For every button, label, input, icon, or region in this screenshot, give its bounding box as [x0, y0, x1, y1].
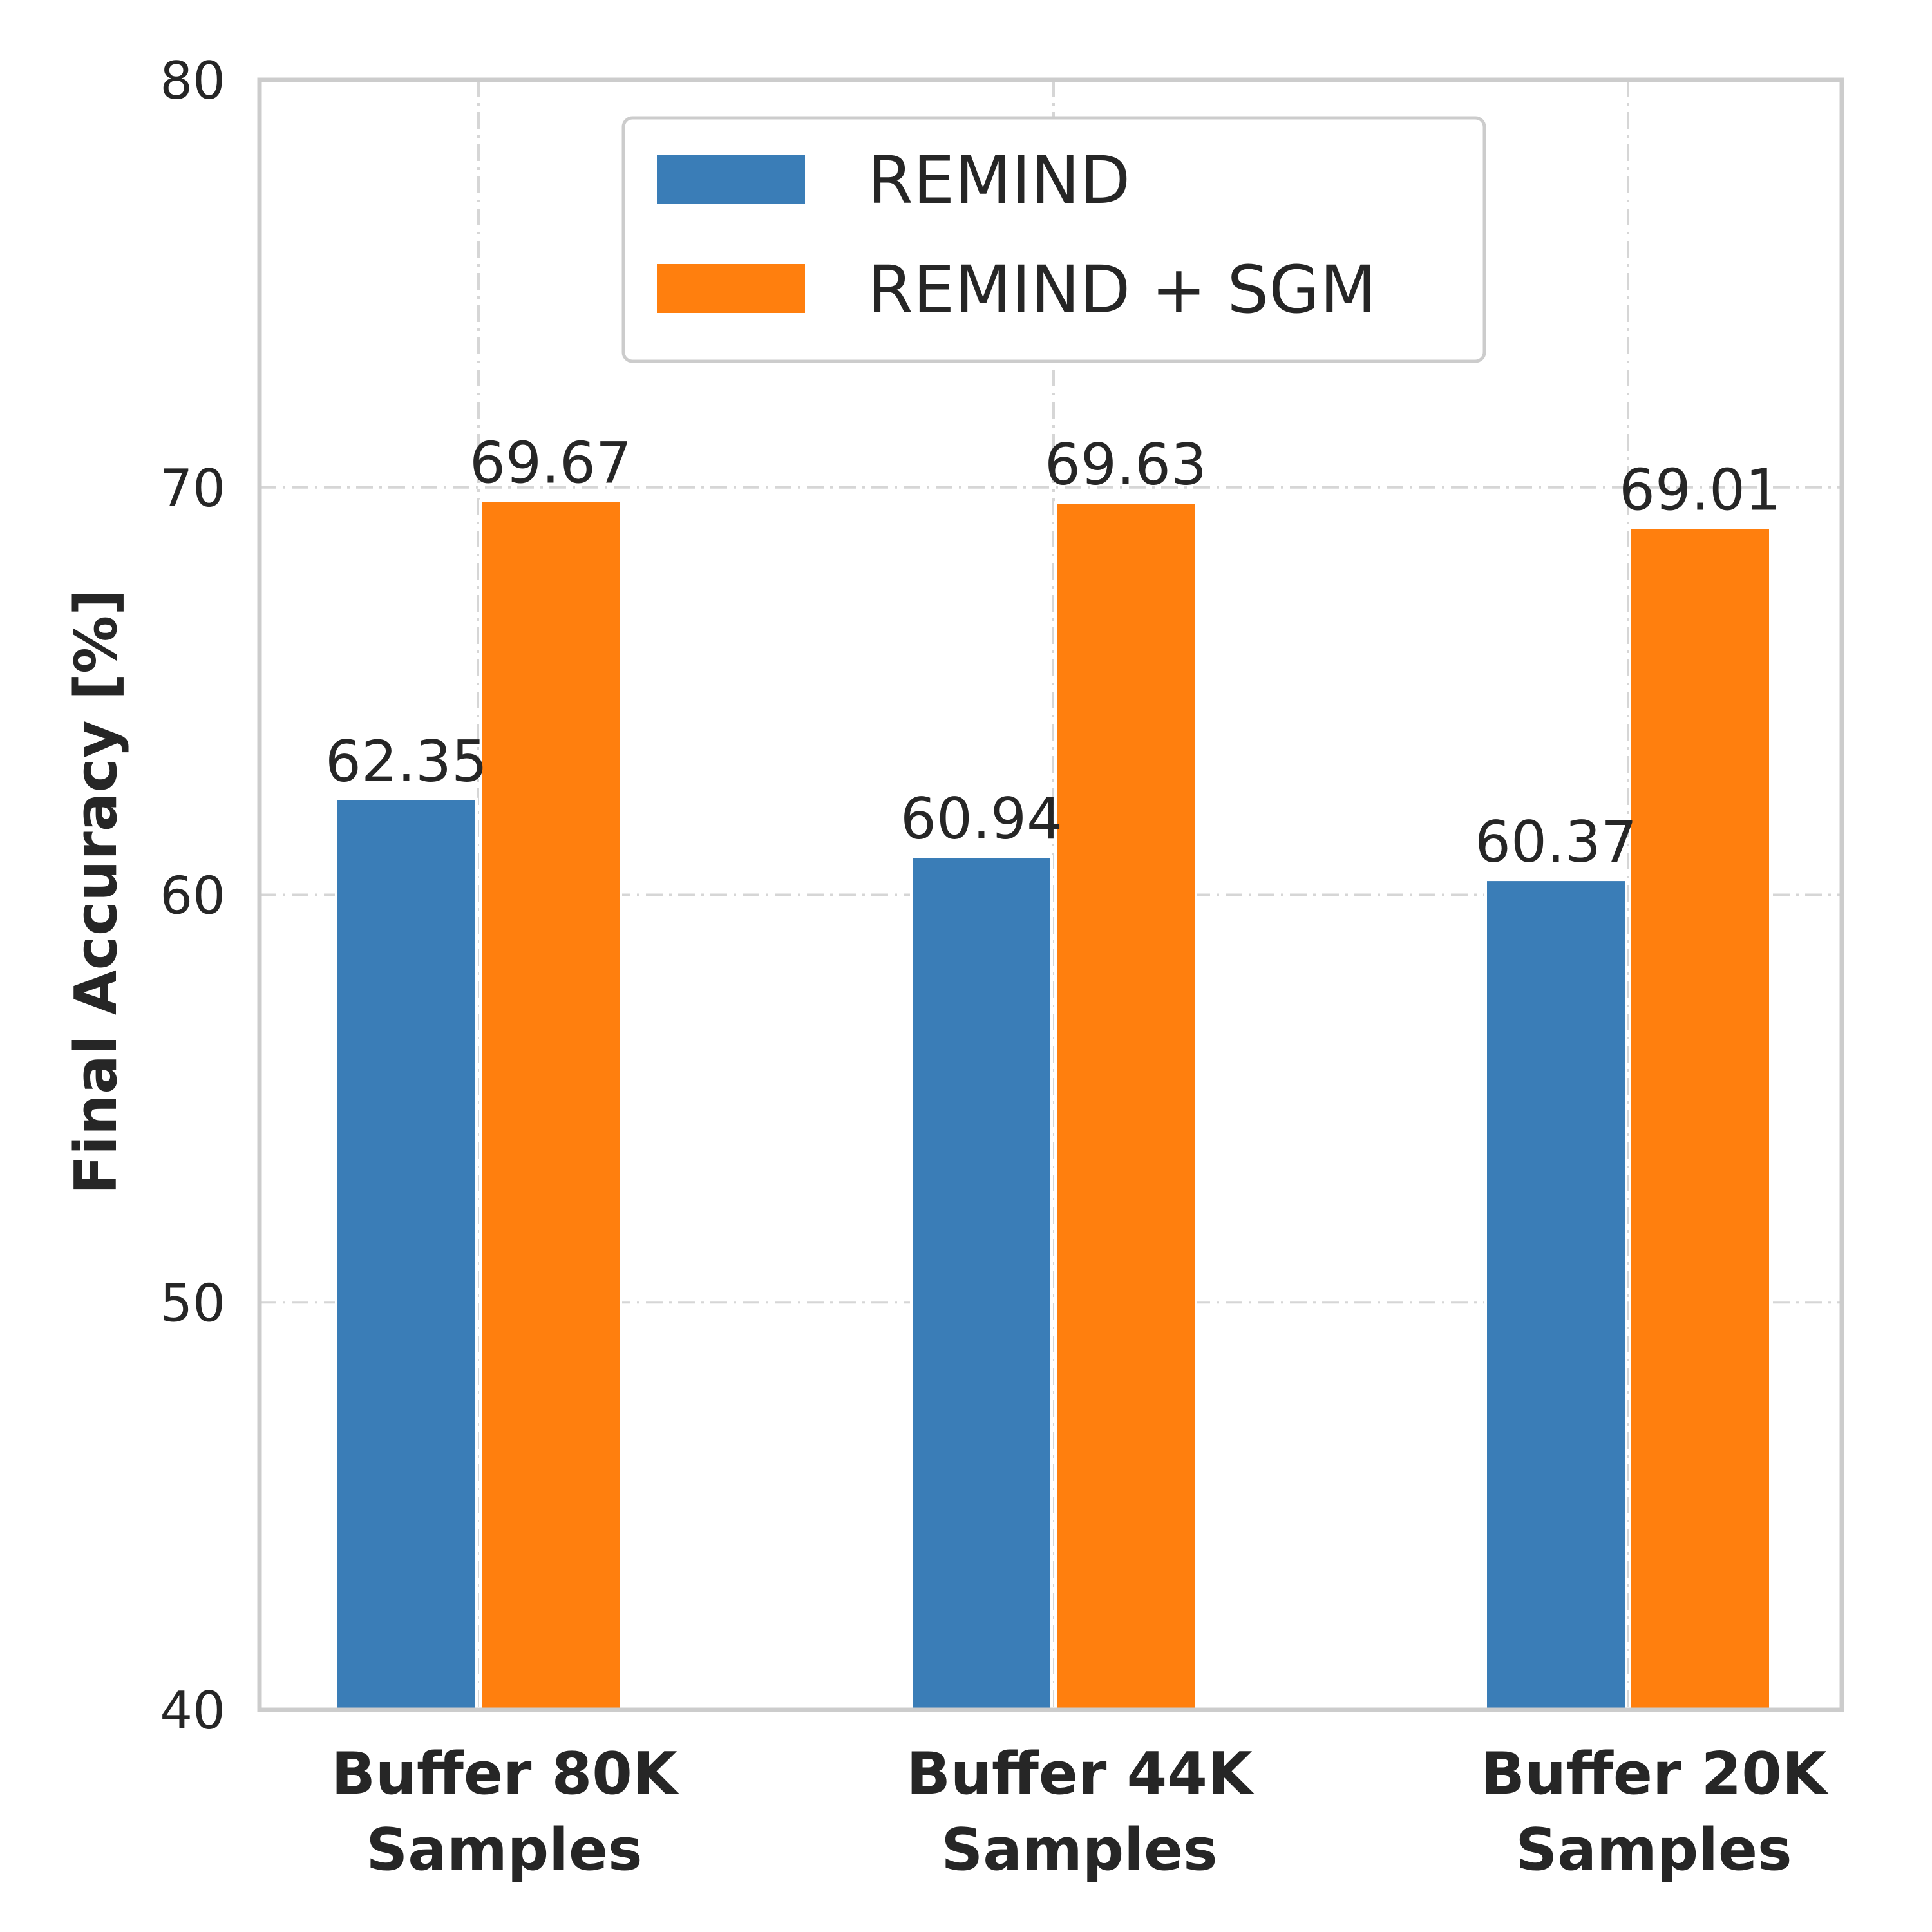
data-labels: 62.35 60.94 60.37 69.67 69.63 69.01 — [325, 430, 1781, 875]
x-tick-label-0: Buffer 80K Samples — [331, 1740, 679, 1884]
legend-label-remind: REMIND — [867, 142, 1130, 219]
data-label-remind-1: 60.94 — [900, 786, 1063, 852]
legend: REMIND REMIND + SGM — [621, 116, 1486, 363]
bar-remind-0 — [335, 797, 478, 1711]
plot-border — [257, 77, 1844, 1712]
y-tick-label-4: 80 — [160, 51, 225, 111]
data-label-remind-2: 60.37 — [1475, 809, 1637, 875]
data-label-remind-sgm-0: 69.67 — [469, 430, 632, 497]
x-tick-label-2: Buffer 20K Samples — [1481, 1740, 1829, 1884]
x-tick-label-1: Buffer 44K Samples — [906, 1740, 1255, 1884]
bar-remind-sgm-0 — [479, 499, 622, 1711]
legend-label-remind-sgm: REMIND + SGM — [867, 252, 1376, 328]
legend-swatch-remind — [657, 155, 805, 204]
plot-frame — [257, 77, 1844, 1712]
y-axis-ticks: 40 50 60 70 80 — [160, 51, 225, 1741]
data-label-remind-0: 62.35 — [325, 728, 488, 795]
data-label-remind-sgm-2: 69.01 — [1619, 457, 1781, 523]
y-tick-label-0: 40 — [160, 1681, 225, 1741]
y-tick-label-3: 70 — [160, 459, 225, 518]
x-axis-ticks: Buffer 80K Samples Buffer 44K Samples Buffer… — [331, 1740, 1829, 1884]
y-axis-label: Final Accuracy [%] — [62, 589, 130, 1195]
y-tick-label-1: 50 — [160, 1273, 225, 1333]
legend-box — [621, 116, 1486, 363]
y-tick-label-2: 60 — [160, 866, 225, 926]
legend-swatch-remind-sgm — [657, 264, 805, 313]
bar-remind-2 — [1484, 878, 1627, 1711]
data-label-remind-sgm-1: 69.63 — [1045, 431, 1207, 498]
bars — [335, 499, 1772, 1712]
bar-remind-sgm-1 — [1054, 501, 1197, 1711]
bar-remind-sgm-2 — [1629, 526, 1772, 1712]
bar-remind-1 — [910, 855, 1053, 1711]
